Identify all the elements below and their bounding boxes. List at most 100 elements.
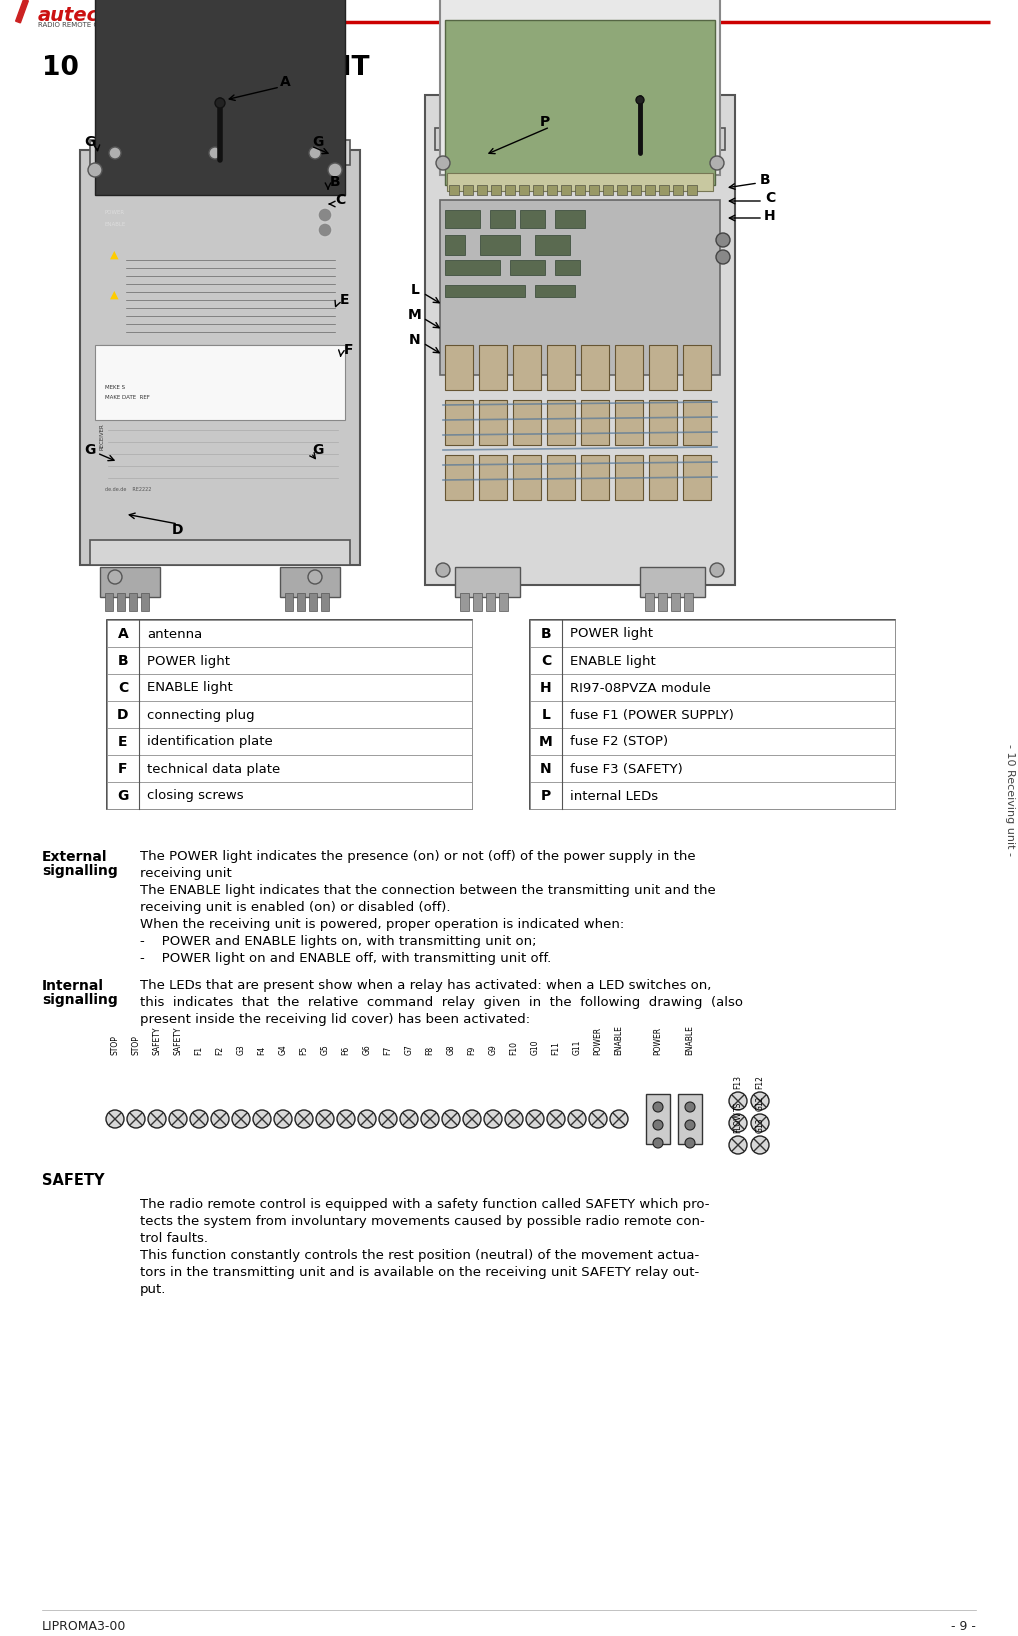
Bar xyxy=(555,260,580,275)
Bar xyxy=(479,455,507,501)
Circle shape xyxy=(547,1109,565,1127)
Bar xyxy=(519,185,529,195)
Text: F: F xyxy=(118,762,127,775)
Text: F11: F11 xyxy=(552,1040,561,1055)
Circle shape xyxy=(568,1109,586,1127)
Text: ENABLE: ENABLE xyxy=(105,222,126,227)
Bar xyxy=(510,260,545,275)
Circle shape xyxy=(309,147,321,159)
Text: RECEIVING UNIT: RECEIVING UNIT xyxy=(130,56,370,82)
Bar xyxy=(645,592,654,610)
Text: signalling: signalling xyxy=(42,864,118,879)
Bar xyxy=(687,185,697,195)
Text: F2: F2 xyxy=(216,1045,225,1055)
Bar xyxy=(447,173,713,191)
Circle shape xyxy=(436,563,450,578)
Bar xyxy=(479,345,507,389)
FancyArrow shape xyxy=(15,0,29,23)
Text: fuse F1 (POWER SUPPLY): fuse F1 (POWER SUPPLY) xyxy=(570,708,734,721)
Circle shape xyxy=(109,147,121,159)
Circle shape xyxy=(190,1109,208,1127)
Text: LIPROMA3-00: LIPROMA3-00 xyxy=(42,1620,126,1633)
Text: A: A xyxy=(280,75,290,88)
Text: N: N xyxy=(409,334,420,347)
Text: G8: G8 xyxy=(447,1044,455,1055)
Text: STOP: STOP xyxy=(111,1036,119,1055)
Circle shape xyxy=(505,1109,523,1127)
Bar xyxy=(479,399,507,445)
Circle shape xyxy=(421,1109,439,1127)
Bar xyxy=(683,345,711,389)
Bar xyxy=(615,399,643,445)
Bar xyxy=(678,1094,702,1144)
Bar xyxy=(659,185,669,195)
Circle shape xyxy=(710,155,724,170)
Text: B: B xyxy=(759,173,771,187)
Text: G4: G4 xyxy=(279,1044,287,1055)
Text: G5: G5 xyxy=(321,1044,330,1055)
Text: - 10 Receiving unit -: - 10 Receiving unit - xyxy=(1005,744,1015,856)
Text: F: F xyxy=(344,344,353,357)
Circle shape xyxy=(358,1109,376,1127)
Text: 10: 10 xyxy=(42,56,78,82)
Bar xyxy=(486,592,495,610)
Circle shape xyxy=(253,1109,271,1127)
Bar xyxy=(142,592,149,610)
Text: - 9 -: - 9 - xyxy=(951,1620,976,1633)
Text: D: D xyxy=(172,524,184,537)
Circle shape xyxy=(400,1109,418,1127)
Bar xyxy=(321,592,329,610)
Text: The ENABLE light indicates that the connection between the transmitting unit and: The ENABLE light indicates that the conn… xyxy=(140,883,716,897)
Bar xyxy=(683,399,711,445)
Bar xyxy=(658,592,667,610)
Text: SAFETY: SAFETY xyxy=(42,1173,105,1188)
Circle shape xyxy=(215,98,225,108)
Text: MEKE S: MEKE S xyxy=(105,384,125,389)
Text: F8: F8 xyxy=(426,1045,435,1055)
Text: G3: G3 xyxy=(236,1044,245,1055)
Text: F1: F1 xyxy=(194,1045,204,1055)
Text: The radio remote control is equipped with a safety function called SAFETY which : The radio remote control is equipped wit… xyxy=(140,1198,710,1211)
Circle shape xyxy=(88,164,102,177)
Circle shape xyxy=(209,147,221,159)
Bar xyxy=(535,285,575,298)
Text: F7: F7 xyxy=(384,1045,393,1055)
Bar xyxy=(547,399,575,445)
Circle shape xyxy=(716,232,730,247)
Bar xyxy=(425,95,735,586)
Bar xyxy=(673,185,683,195)
Text: ENABLE: ENABLE xyxy=(685,1026,694,1055)
Bar xyxy=(561,185,571,195)
Circle shape xyxy=(108,569,122,584)
Bar xyxy=(107,620,472,808)
Circle shape xyxy=(106,1109,124,1127)
Text: SAFETY: SAFETY xyxy=(153,1026,162,1055)
Bar xyxy=(684,592,693,610)
Circle shape xyxy=(653,1103,663,1112)
Bar xyxy=(530,782,895,808)
Bar xyxy=(445,455,473,501)
Bar xyxy=(107,700,472,728)
Text: antenna: antenna xyxy=(147,628,203,641)
Circle shape xyxy=(127,1109,145,1127)
Text: closing screws: closing screws xyxy=(147,790,243,803)
Circle shape xyxy=(169,1109,187,1127)
Text: ENABLE light: ENABLE light xyxy=(147,682,233,695)
Text: ENABLE: ENABLE xyxy=(615,1026,623,1055)
Text: internal LEDs: internal LEDs xyxy=(570,790,658,803)
Bar xyxy=(107,728,472,754)
Bar xyxy=(530,674,895,700)
Circle shape xyxy=(751,1091,769,1109)
Bar xyxy=(445,236,465,255)
Bar xyxy=(285,592,293,610)
Bar xyxy=(499,592,508,610)
Text: B: B xyxy=(541,627,552,641)
Bar xyxy=(107,674,472,700)
Circle shape xyxy=(729,1114,747,1132)
Text: When the receiving unit is powered, proper operation is indicated when:: When the receiving unit is powered, prop… xyxy=(140,918,624,931)
Circle shape xyxy=(716,250,730,263)
Circle shape xyxy=(636,97,644,105)
Text: -    POWER and ENABLE lights on, with transmitting unit on;: - POWER and ENABLE lights on, with trans… xyxy=(140,936,536,947)
Bar xyxy=(575,185,585,195)
Bar xyxy=(640,568,705,597)
